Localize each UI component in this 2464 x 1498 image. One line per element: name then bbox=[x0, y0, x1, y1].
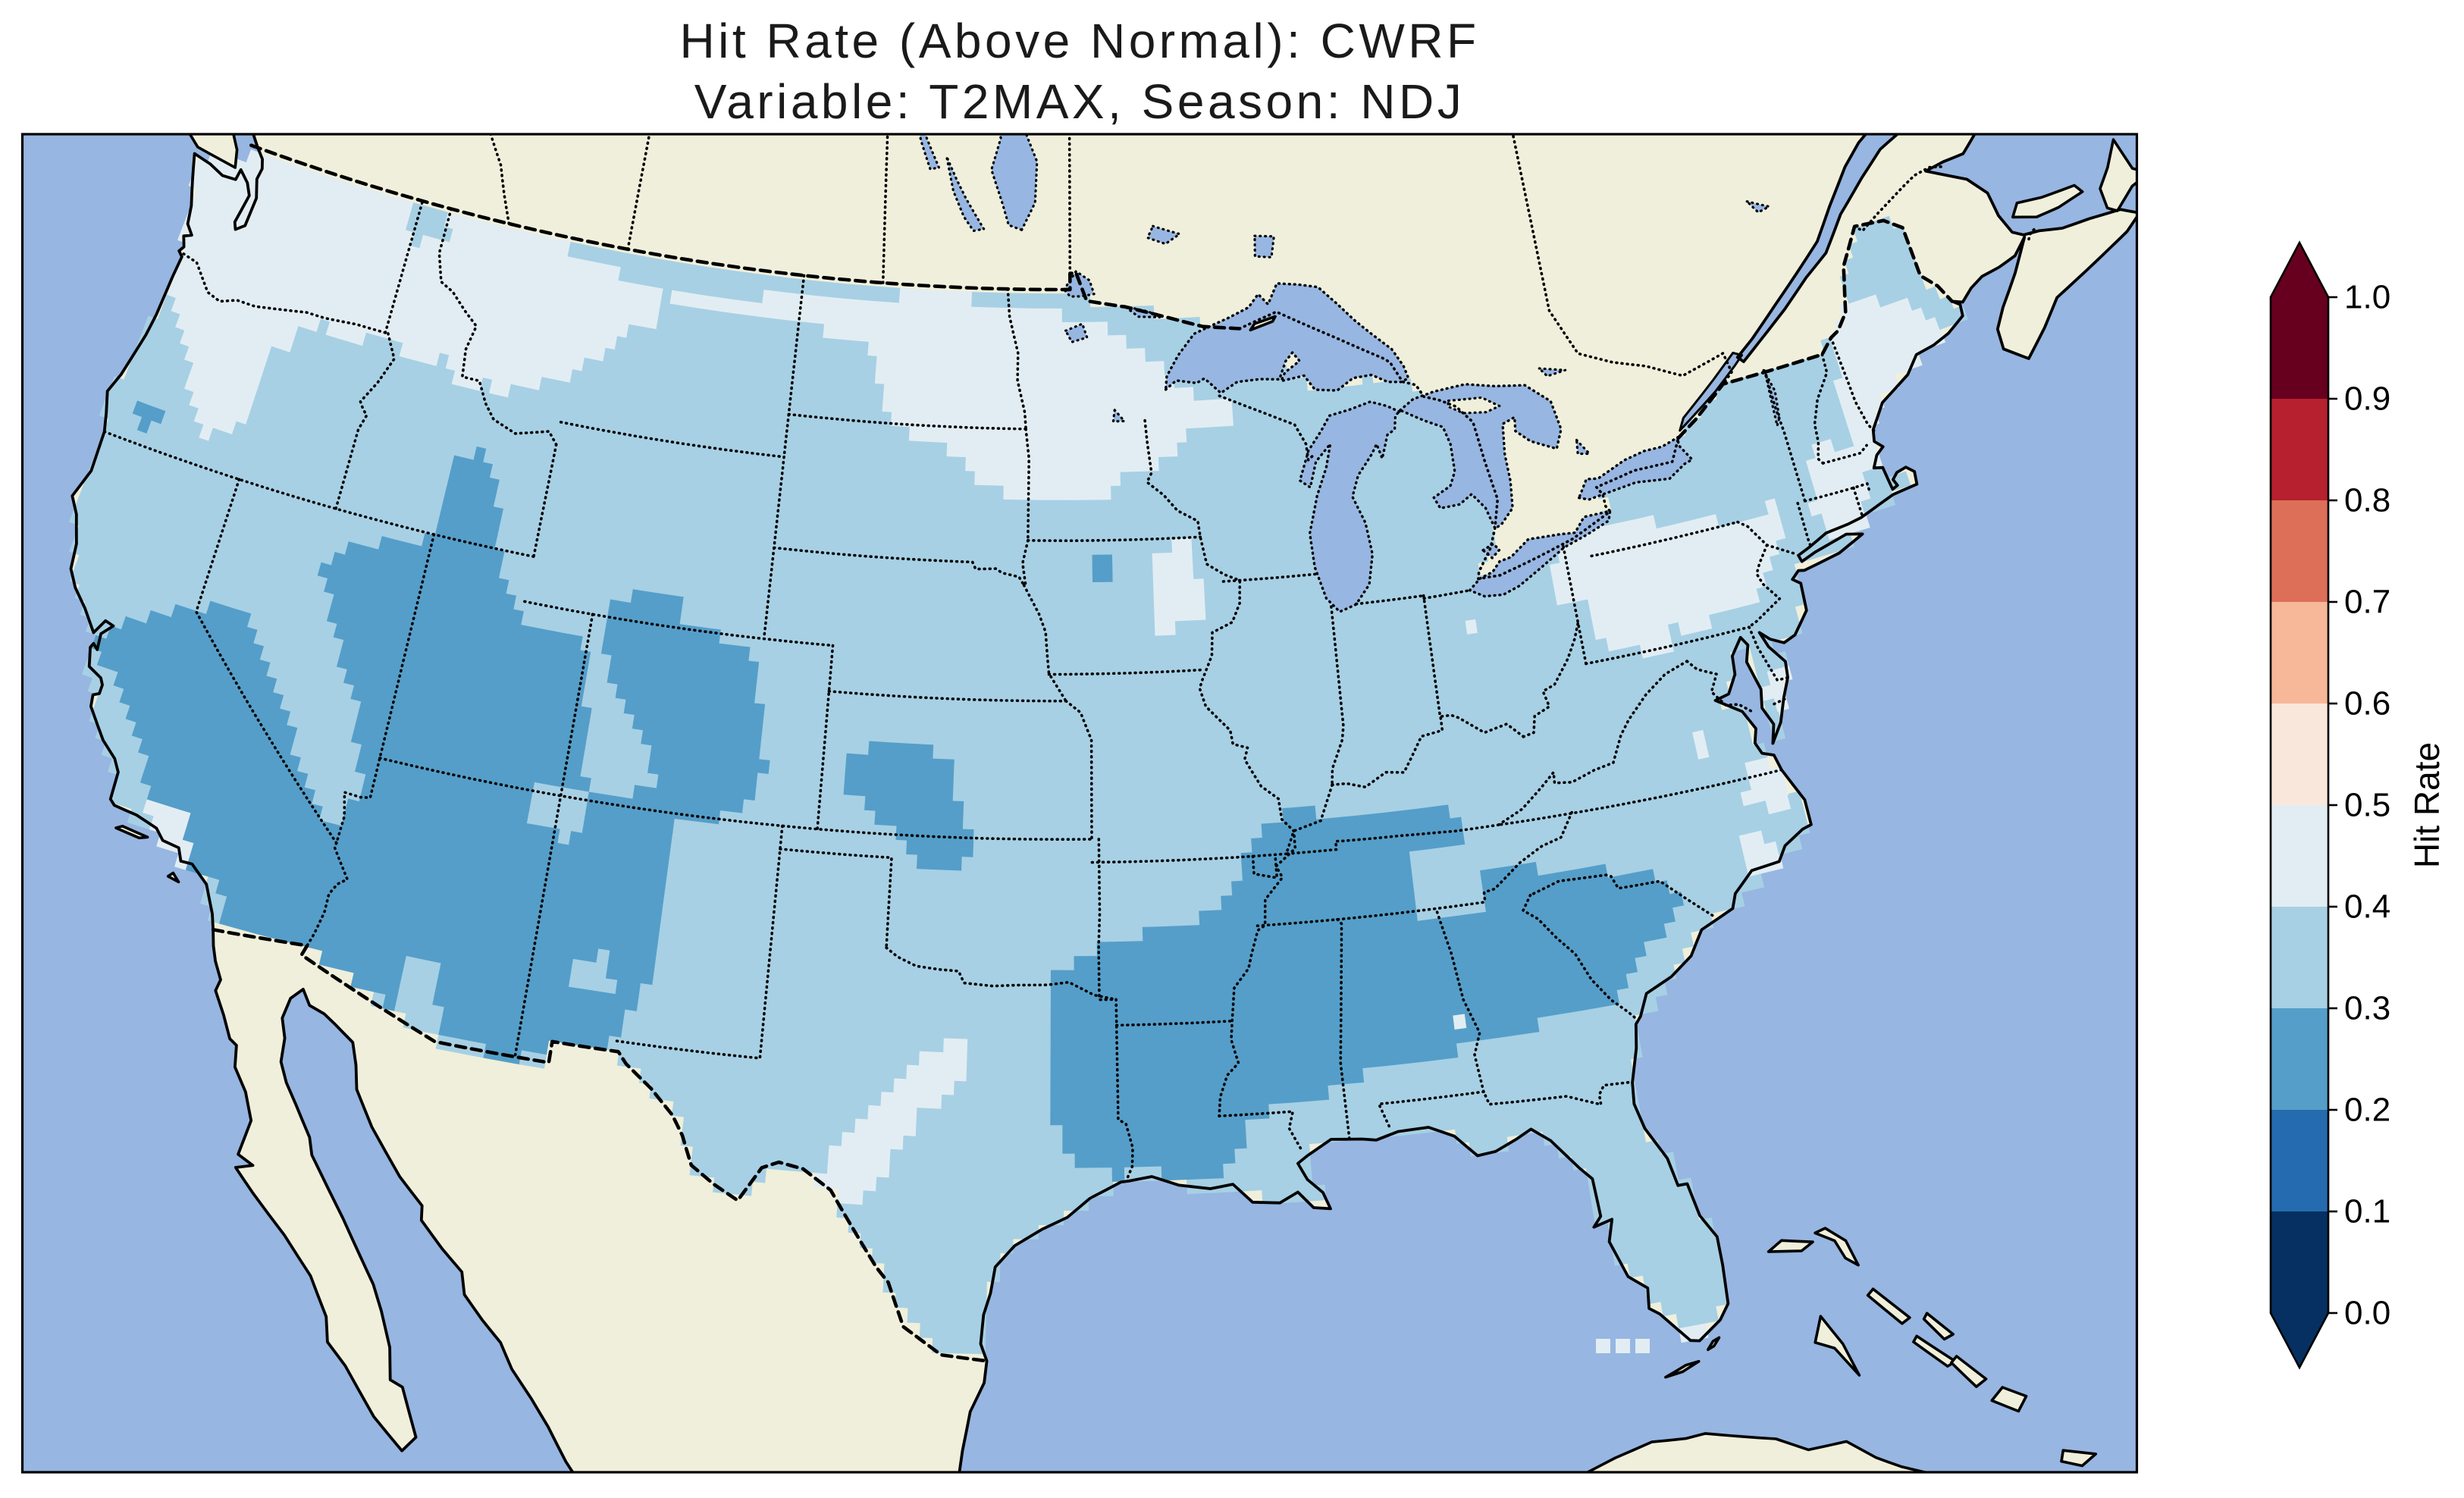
svg-text:0.5: 0.5 bbox=[2344, 787, 2390, 824]
svg-text:0.6: 0.6 bbox=[2344, 685, 2390, 722]
svg-text:0.8: 0.8 bbox=[2344, 482, 2390, 519]
svg-text:Hit Rate: Hit Rate bbox=[2407, 742, 2447, 868]
svg-text:0.7: 0.7 bbox=[2344, 584, 2390, 621]
svg-text:1.0: 1.0 bbox=[2344, 279, 2390, 316]
svg-text:Hit Rate (Above Normal): CWRF: Hit Rate (Above Normal): CWRF bbox=[679, 14, 1479, 68]
svg-text:0.0: 0.0 bbox=[2344, 1295, 2390, 1332]
svg-text:0.9: 0.9 bbox=[2344, 381, 2390, 418]
svg-text:Variable: T2MAX, Season: NDJ: Variable: T2MAX, Season: NDJ bbox=[694, 74, 1465, 129]
svg-text:0.2: 0.2 bbox=[2344, 1092, 2390, 1129]
svg-text:0.1: 0.1 bbox=[2344, 1193, 2390, 1230]
svg-text:0.4: 0.4 bbox=[2344, 888, 2390, 926]
svg-text:0.3: 0.3 bbox=[2344, 990, 2390, 1027]
